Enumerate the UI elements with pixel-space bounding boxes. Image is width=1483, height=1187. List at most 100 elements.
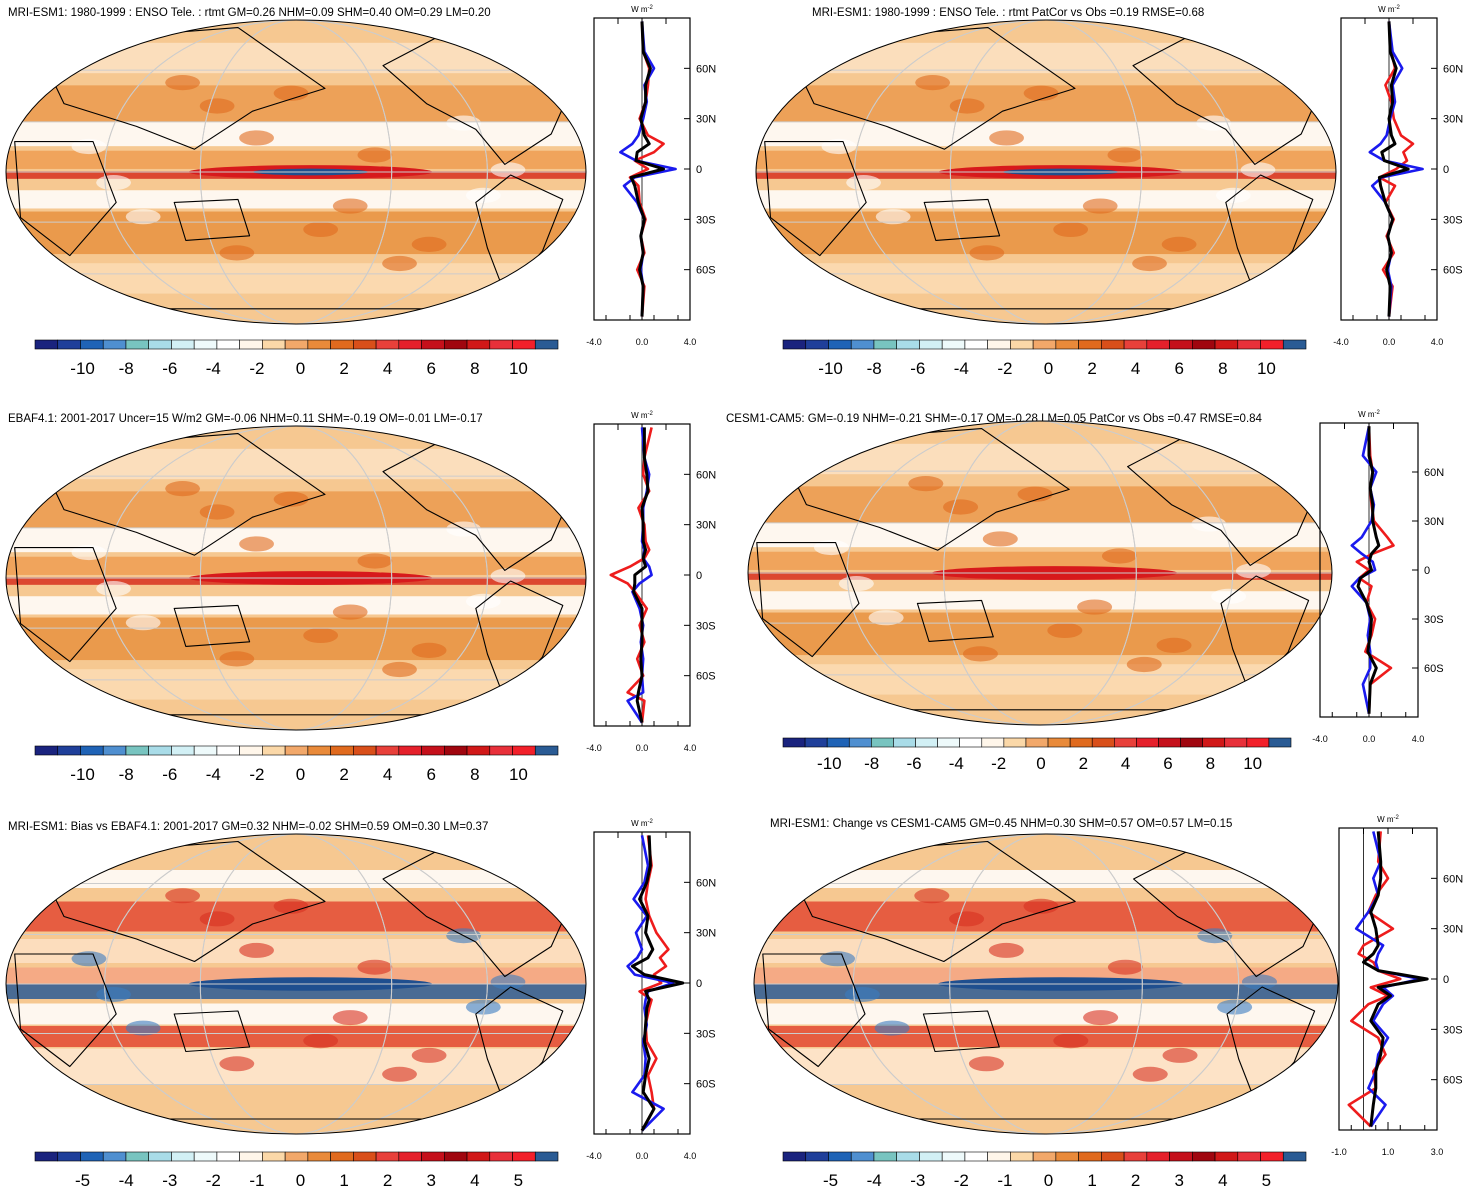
colorbar-swatch (307, 339, 331, 350)
panel-3-title: EBAF4.1: 2001-2017 Uncer=15 W/m2 GM=-0.0… (8, 413, 483, 425)
colorbar-swatch (964, 339, 988, 350)
colorbar-swatch (805, 1151, 829, 1162)
colorbar-swatch (193, 1151, 218, 1162)
colorbar-swatch (1010, 1151, 1034, 1162)
colorbar-swatch (1136, 737, 1159, 748)
field-patch (988, 942, 1024, 958)
panel-6-profile: -1.0 1.0 3.0 60N 30N 0 30S 60S W m-2 (1331, 815, 1463, 1157)
colorbar-tick-label: 6 (1175, 359, 1184, 378)
map-band (6, 1026, 586, 1047)
colorbar-swatch (262, 1151, 286, 1162)
colorbar-swatch (80, 1151, 104, 1162)
field-patch (1107, 147, 1143, 163)
colorbar-tick-label: -4 (867, 1171, 882, 1187)
colorbar-swatch (1101, 339, 1125, 350)
colorbar-tick-label: 3 (427, 1171, 436, 1187)
profile-lat-label: 60S (1424, 663, 1444, 675)
field-patch (411, 642, 447, 658)
colorbar-swatch (534, 339, 559, 350)
field-patch (199, 98, 235, 114)
field-patch (1156, 637, 1192, 653)
map-band (754, 870, 1338, 888)
panel-5: MRI-ESM1: Bias vs EBAF4.1: 2001-2017 GM=… (5, 819, 716, 1187)
colorbar-tick-label: -3 (162, 1171, 177, 1187)
colorbar-tick-label: 8 (1206, 754, 1215, 773)
field-patch (949, 911, 985, 927)
colorbar-swatch (804, 737, 828, 748)
colorbar-swatch (1055, 339, 1079, 350)
profile-xtick-label: 0.0 (636, 1151, 649, 1161)
field-patch (908, 476, 944, 492)
eurasia-coastline (34, 840, 326, 963)
field-patch (165, 888, 201, 904)
map-band (6, 596, 586, 615)
colorbar-swatch (466, 339, 491, 350)
field-patch (838, 576, 874, 592)
panel-1-colorbar: -10 -8 -6 -4 -2 0 2 4 6 8 10 (34, 339, 559, 378)
colorbar-tick-label: 0 (1044, 359, 1053, 378)
field-patch (868, 610, 904, 626)
colorbar-swatch (1078, 1151, 1102, 1162)
profile-xtick-label: 0.0 (636, 743, 649, 753)
panel-4-map (747, 420, 1333, 726)
colorbar-swatch (512, 339, 536, 350)
colorbar-swatch (937, 737, 960, 748)
longitude-line (199, 834, 393, 1134)
colorbar-swatch (1010, 339, 1034, 350)
colorbar-tick-label: 3 (1175, 1171, 1184, 1187)
colorbar-tick-label: 4 (1218, 1171, 1227, 1187)
colorbar-tick-label: -10 (817, 754, 842, 773)
colorbar-tick-label: -6 (906, 754, 921, 773)
colorbar-tick-label: 2 (383, 1171, 392, 1187)
colorbar-swatch (307, 1151, 331, 1162)
colorbar-swatch (893, 737, 916, 748)
colorbar-tick-label: 10 (1243, 754, 1262, 773)
field-patch (332, 604, 368, 620)
panel-1: MRI-ESM1: 1980-1999 : ENSO Tele. : rtmt … (5, 5, 716, 378)
colorbar-swatch (330, 339, 354, 350)
colorbar-tick-label: -3 (910, 1171, 925, 1187)
colorbar-swatch (987, 339, 1011, 350)
profile-unit-sup: -2 (1395, 5, 1401, 11)
field-patch (1215, 187, 1251, 204)
colorbar-swatch (782, 1151, 807, 1162)
field-patch (1240, 162, 1276, 178)
profile-lat-label: 60N (1443, 873, 1463, 885)
profile-xtick-label: -4.0 (586, 1151, 602, 1161)
colorbar-tick-label: -6 (162, 359, 177, 378)
colorbar-tick-label: 6 (427, 359, 436, 378)
map-band (6, 1048, 586, 1085)
profile-unit-label: W m-2 (631, 819, 653, 828)
map-border (747, 420, 1333, 726)
colorbar-tick-label: 6 (427, 765, 436, 784)
australia-coastline (173, 604, 251, 647)
colorbar-swatch (353, 1151, 377, 1162)
colorbar-swatch (262, 339, 286, 350)
profile-unit-sup: -2 (1375, 410, 1381, 416)
africa-coastline (764, 141, 867, 257)
colorbar-swatch (193, 745, 218, 756)
colorbar-tick-label: 10 (1257, 359, 1276, 378)
field-patch (1101, 548, 1137, 564)
field-patch (219, 651, 255, 667)
profile-series-black (630, 835, 685, 1132)
colorbar-swatch (398, 339, 422, 350)
field-patch (1241, 974, 1277, 990)
map-band (756, 190, 1336, 209)
colorbar-swatch (826, 737, 850, 748)
profile-series-red (638, 835, 670, 1132)
colorbar-swatch (1055, 1151, 1079, 1162)
colorbar-swatch (57, 339, 81, 350)
colorbar-tick-label: -10 (818, 359, 843, 378)
panel-2: MRI-ESM1: 1980-1999 : ENSO Tele. : rtmt … (755, 5, 1463, 378)
colorbar-swatch (171, 339, 195, 350)
colorbar-tick-label: -8 (867, 359, 882, 378)
colorbar-tick-label: 0 (296, 359, 305, 378)
field-patch (125, 209, 161, 225)
panel-2-map (755, 19, 1337, 325)
profile-series-black (629, 21, 666, 317)
profile-unit-label: W m-2 (1378, 5, 1400, 14)
colorbar-tick-label: -10 (70, 765, 95, 784)
field-patch (239, 536, 274, 552)
colorbar-swatch (102, 1151, 127, 1162)
